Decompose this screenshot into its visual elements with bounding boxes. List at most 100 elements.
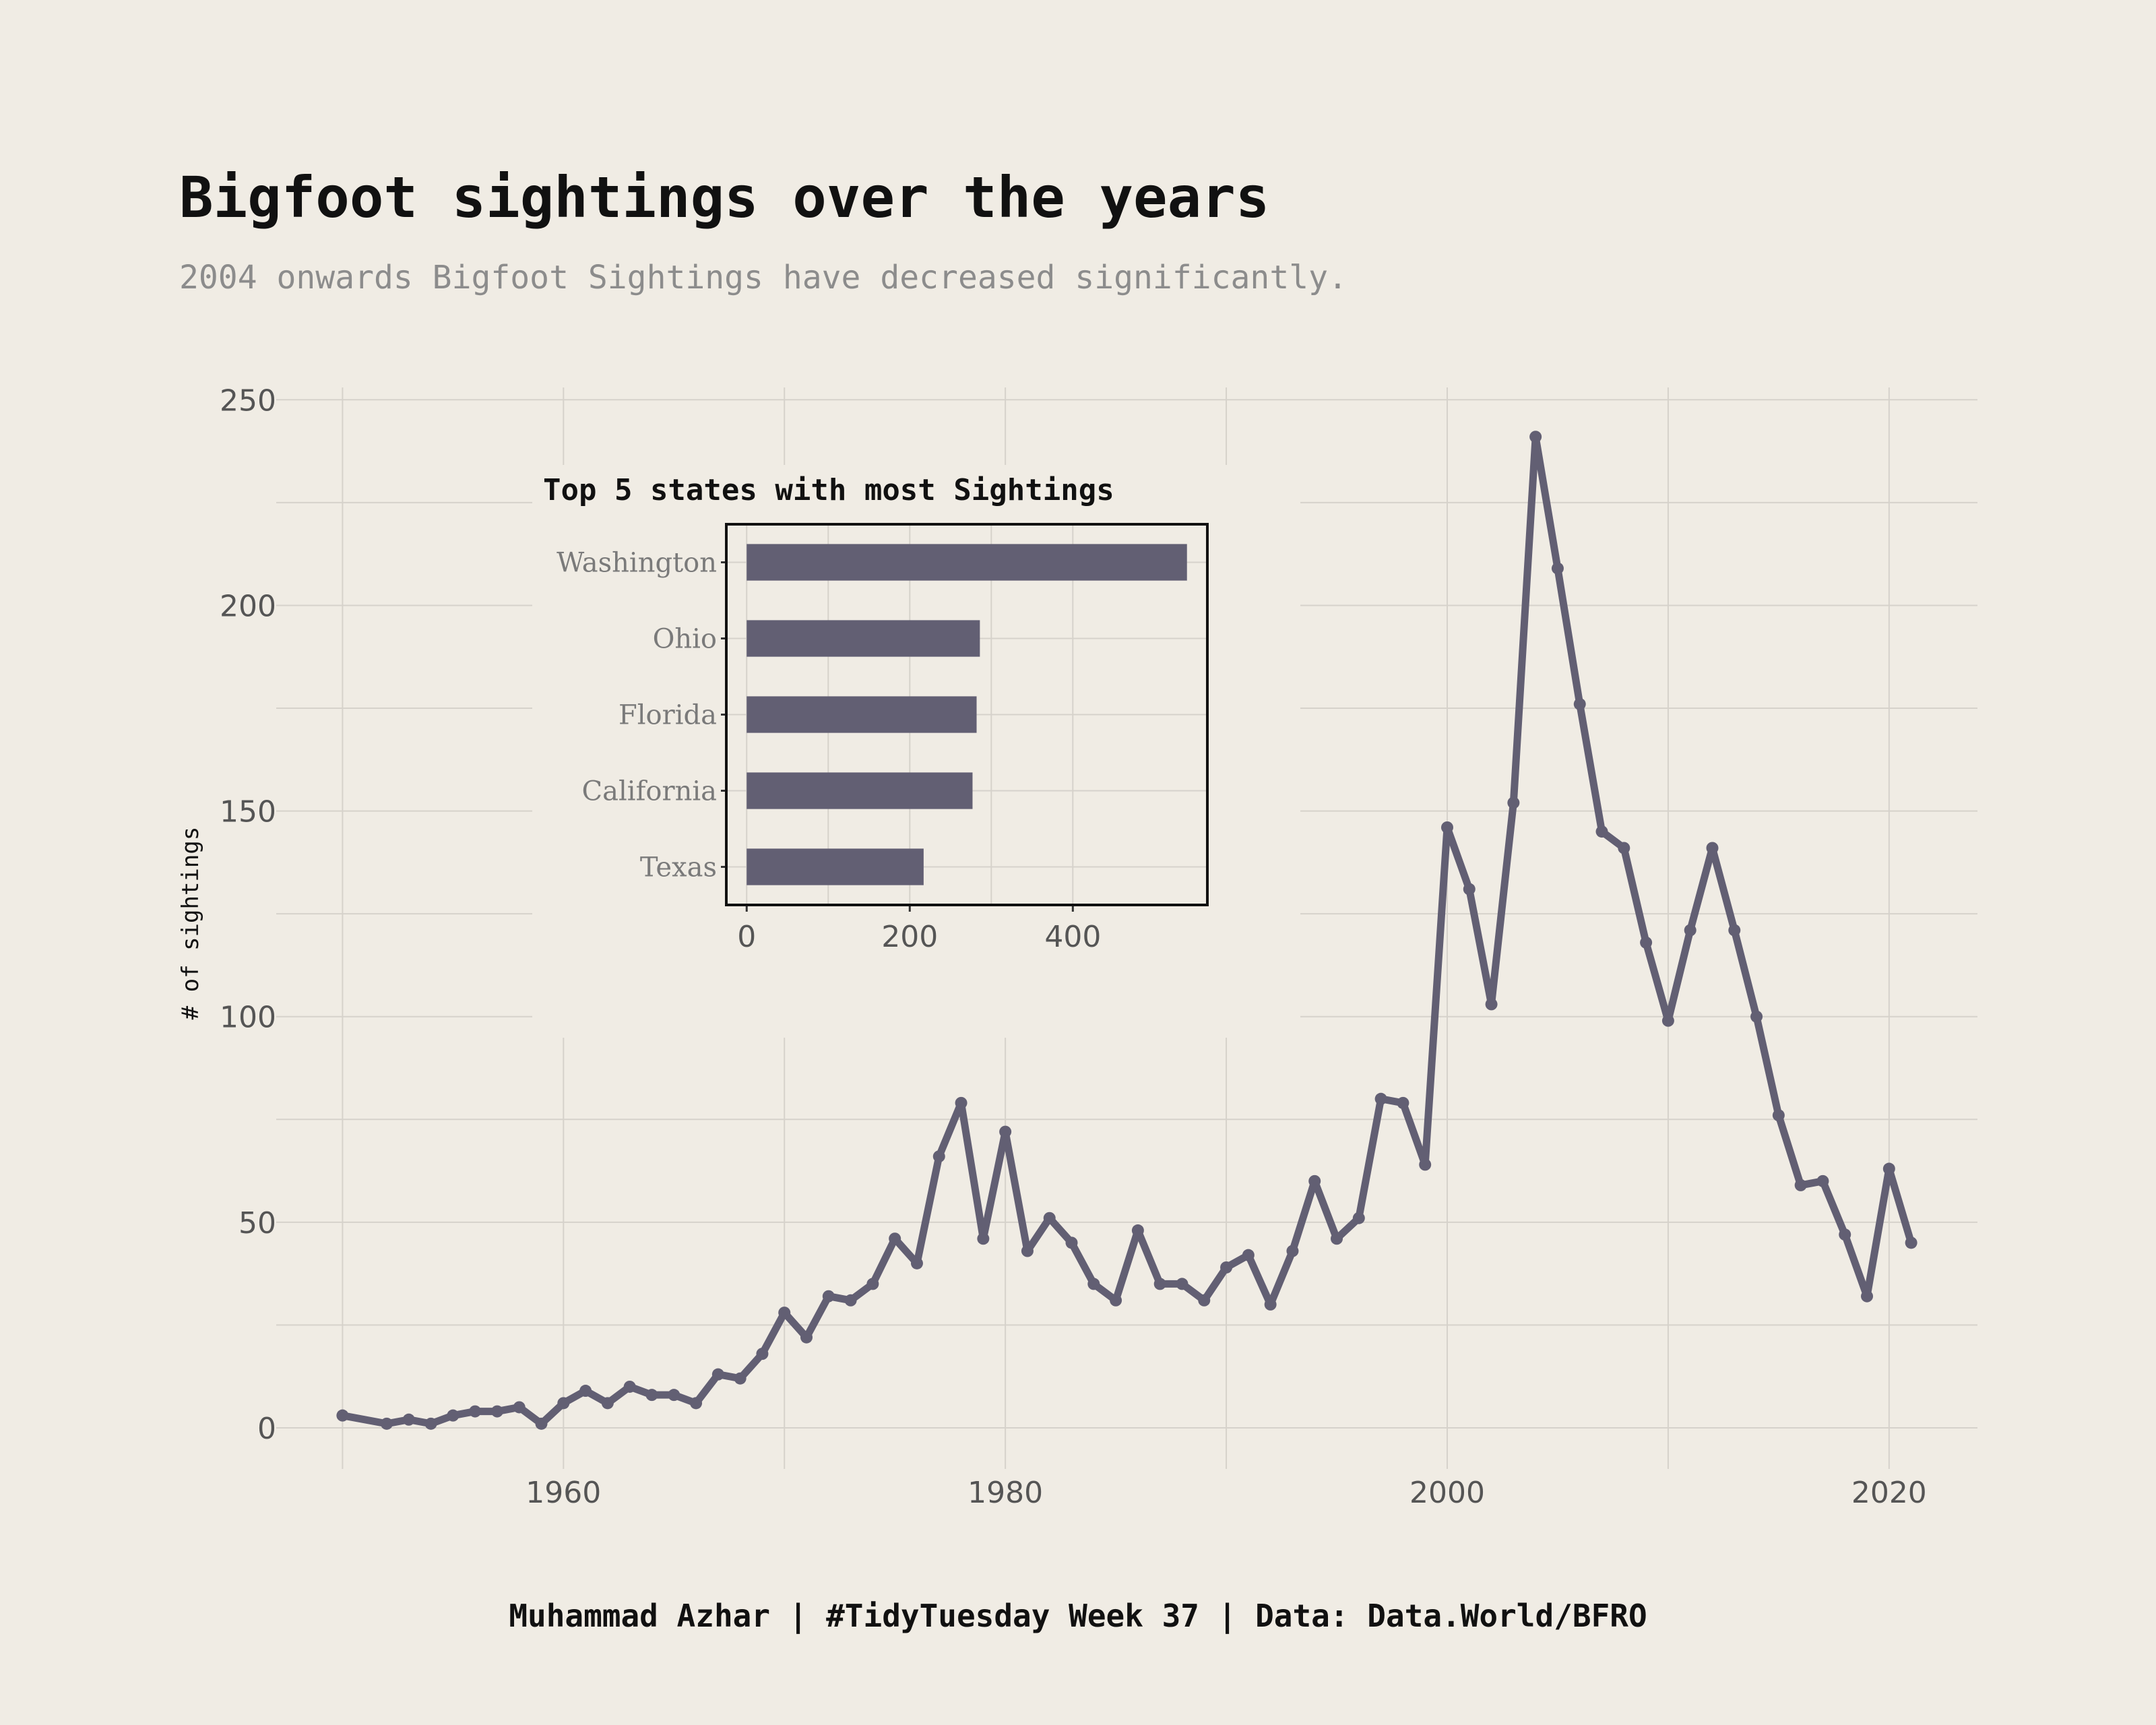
sightings-point: [1861, 1290, 1874, 1303]
sightings-point: [1286, 1245, 1299, 1257]
x-tick-label: 2000: [1409, 1476, 1485, 1510]
sightings-point: [1110, 1294, 1122, 1307]
sightings-point: [1397, 1096, 1409, 1109]
sightings-point: [1352, 1212, 1365, 1224]
sightings-point: [1242, 1249, 1255, 1261]
sightings-point: [490, 1405, 503, 1418]
sightings-point: [889, 1232, 901, 1245]
inset-x-tick-label: 400: [1044, 920, 1101, 954]
sightings-point: [1618, 842, 1630, 854]
sightings-point: [1021, 1245, 1034, 1257]
sightings-point: [690, 1397, 703, 1410]
sightings-point: [579, 1385, 592, 1398]
y-tick-label: 150: [220, 795, 276, 829]
inset-bar: [747, 772, 973, 809]
sightings-point: [1573, 697, 1586, 710]
x-tick-label: 1980: [968, 1476, 1043, 1510]
sightings-point: [1463, 883, 1476, 896]
x-tick-label: 2020: [1851, 1476, 1927, 1510]
sightings-point: [999, 1125, 1012, 1138]
sightings-point: [1264, 1298, 1277, 1311]
y-axis-label: # of sightings: [177, 827, 204, 1020]
inset-category-label: California: [582, 776, 717, 807]
sightings-point: [402, 1413, 415, 1426]
inset-x-tick-label: 200: [881, 920, 938, 954]
sightings-point: [1374, 1092, 1387, 1105]
sightings-point: [513, 1401, 526, 1414]
inset-category-label: Ohio: [653, 624, 717, 655]
inset-category-label: Washington: [557, 548, 717, 579]
sightings-point: [1176, 1278, 1188, 1290]
sightings-point: [778, 1307, 791, 1319]
main-axes: 0 50 100 150 200 250 1960 1980 2000 2020: [220, 383, 1927, 1510]
sightings-point: [1905, 1236, 1917, 1249]
y-tick-label: 0: [257, 1412, 276, 1446]
y-tick-label: 250: [220, 383, 276, 418]
sightings-point: [645, 1389, 658, 1402]
sightings-point: [734, 1372, 747, 1385]
inset-title: Top 5 states with most Sightings: [543, 473, 1114, 507]
inset-bar: [747, 848, 924, 885]
sightings-point: [711, 1368, 724, 1381]
sightings-point: [866, 1278, 879, 1290]
sightings-point: [1043, 1212, 1056, 1224]
sightings-point: [623, 1380, 636, 1393]
sightings-point: [1131, 1224, 1144, 1237]
sightings-point: [1816, 1174, 1829, 1187]
sightings-point: [469, 1405, 482, 1418]
sightings-point: [822, 1290, 835, 1303]
sightings-point: [1331, 1232, 1343, 1245]
inset-bar: [747, 544, 1187, 581]
sightings-point: [1065, 1236, 1078, 1249]
sightings-point: [1595, 825, 1608, 838]
sightings-point: [535, 1417, 548, 1430]
inset-category-label: Florida: [619, 700, 717, 731]
chart-title: Bigfoot sightings over the years: [179, 164, 1269, 230]
sightings-point: [1882, 1162, 1895, 1175]
inset-frame: [725, 523, 1209, 906]
sightings-point: [380, 1417, 393, 1430]
sightings-point: [1419, 1158, 1432, 1171]
sightings-point: [1551, 562, 1564, 575]
sightings-point: [910, 1257, 923, 1269]
sightings-point: [1220, 1261, 1233, 1274]
sightings-point: [1529, 431, 1542, 443]
sightings-point: [1839, 1228, 1851, 1241]
sightings-point: [1440, 821, 1453, 834]
sightings-point: [1794, 1179, 1807, 1191]
sightings-point: [1485, 998, 1498, 1011]
sightings-point: [1507, 796, 1520, 809]
sightings-point: [800, 1331, 813, 1344]
sightings-point: [447, 1409, 459, 1422]
sightings-point: [977, 1232, 990, 1245]
inset-category-label: Texas: [640, 852, 717, 883]
y-tick-label: 50: [239, 1206, 276, 1241]
inset-bar: [747, 620, 980, 657]
sightings-point: [1684, 924, 1697, 937]
sightings-point: [844, 1294, 857, 1307]
chart-subtitle: 2004 onwards Bigfoot Sightings have decr…: [179, 259, 1348, 296]
y-tick-label: 100: [220, 1001, 276, 1035]
sightings-line-series: [336, 431, 1917, 1430]
sightings-point: [1640, 936, 1653, 949]
sightings-point: [756, 1348, 769, 1360]
sightings-point: [668, 1389, 680, 1402]
sightings-point: [1153, 1278, 1166, 1290]
x-tick-label: 1960: [526, 1476, 601, 1510]
sightings-point: [1750, 1010, 1763, 1023]
y-tick-label: 200: [220, 589, 276, 623]
sightings-point: [1728, 924, 1741, 937]
sightings-point: [1198, 1294, 1211, 1307]
sightings-point: [424, 1417, 437, 1430]
chart-caption: Muhammad Azhar | #TidyTuesday Week 37 | …: [509, 1598, 1647, 1635]
sightings-point: [1706, 842, 1719, 854]
sightings-point: [932, 1150, 945, 1163]
sightings-point: [1661, 1014, 1674, 1027]
sightings-point: [557, 1397, 570, 1410]
sightings-point: [1772, 1109, 1785, 1122]
sightings-point: [1087, 1278, 1100, 1290]
inset-bar-chart: Top 5 states with most Sightings 0 200 400…: [543, 473, 1209, 954]
sightings-point: [1308, 1174, 1321, 1187]
inset-bar: [747, 696, 977, 733]
